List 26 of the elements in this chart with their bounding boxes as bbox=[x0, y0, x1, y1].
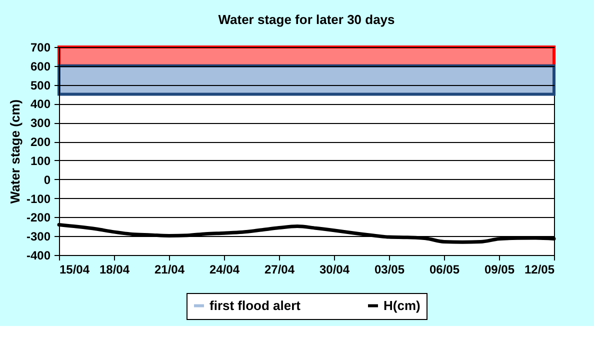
x-tick-label: 06/05 bbox=[429, 262, 460, 276]
y-tick-label: -200 bbox=[26, 210, 51, 225]
x-tick-label: 12/05 bbox=[524, 262, 555, 276]
y-axis-title: Water stage (cm) bbox=[7, 99, 22, 204]
x-tick-label: 21/04 bbox=[154, 262, 185, 276]
x-tick-label: 24/04 bbox=[209, 262, 240, 276]
y-tick-label: -400 bbox=[26, 248, 51, 262]
y-tick-label: 600 bbox=[30, 59, 51, 74]
y-tick-label: 200 bbox=[30, 135, 51, 150]
y-tick-label: 400 bbox=[30, 97, 51, 112]
x-tick-label: 30/04 bbox=[319, 262, 350, 276]
legend-label: H(cm) bbox=[384, 298, 420, 313]
x-tick-label: 03/05 bbox=[374, 262, 405, 276]
y-tick-label: 0 bbox=[44, 172, 51, 187]
x-tick-label: 18/04 bbox=[99, 262, 130, 276]
y-tick-label: 300 bbox=[30, 116, 51, 130]
x-tick-label: 27/04 bbox=[264, 262, 295, 276]
y-tick-label: -100 bbox=[26, 192, 51, 206]
y-tick-label: 500 bbox=[30, 78, 51, 92]
legend-label: first flood alert bbox=[210, 298, 302, 313]
y-tick-label: 100 bbox=[30, 154, 51, 168]
y-tick-label: -300 bbox=[26, 230, 51, 244]
x-tick-label: 15/04 bbox=[60, 262, 90, 276]
chart-title: Water stage for later 30 days bbox=[218, 12, 395, 27]
y-tick-label: 700 bbox=[30, 40, 51, 54]
x-tick-label: 09/05 bbox=[484, 262, 515, 276]
